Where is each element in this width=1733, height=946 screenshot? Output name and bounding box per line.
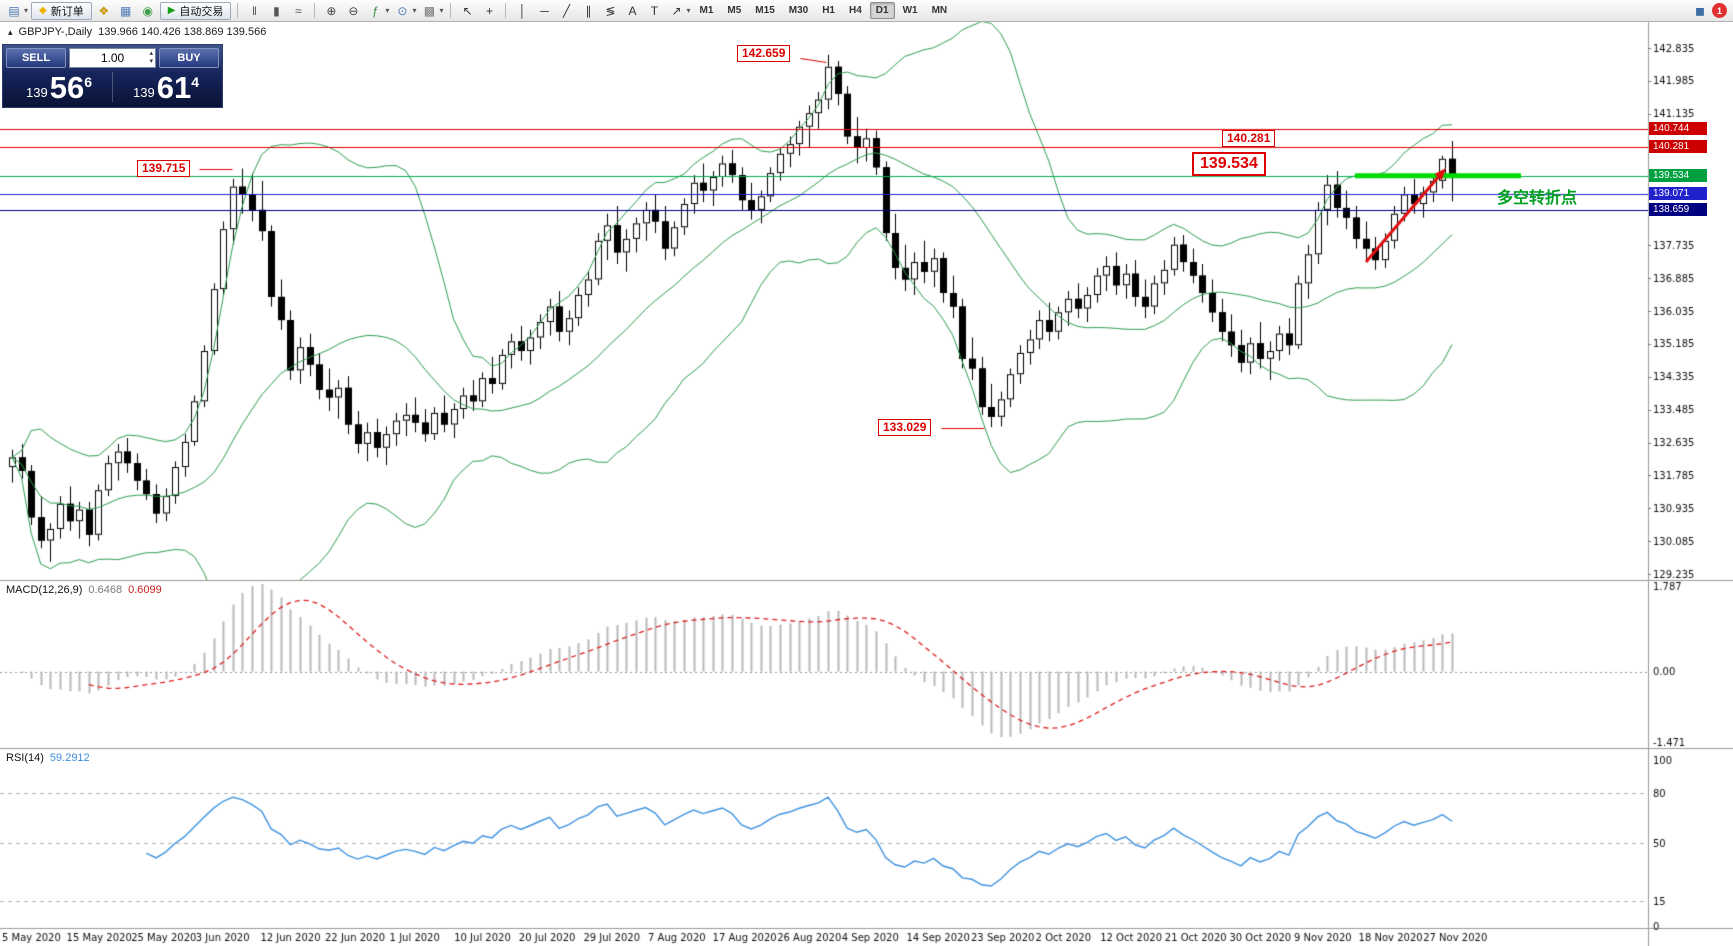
indicators-icon[interactable]: ƒ: [372, 3, 379, 18]
candlestick-type-icon[interactable]: ▮: [273, 3, 280, 18]
price-annotation[interactable]: 140.281: [1222, 130, 1276, 147]
autotrade-icon: ▶: [167, 5, 176, 16]
templates-dropdown-caret[interactable]: ▾: [439, 6, 444, 15]
fibonacci-icon[interactable]: ≶: [605, 3, 616, 18]
turning-point-annotation[interactable]: 多空转折点: [1497, 190, 1578, 207]
price-annotation[interactable]: 139.715: [137, 160, 191, 177]
macd-value-signal: 0.6099: [128, 584, 162, 596]
main-toolbar: ▤ ▾ ◆ 新订单 ❖ ▦ ◉ ▶ 自动交易 ‖ ▮ ≈ ⊕ ⊖ ƒ ▾ ⊙ ▾ ▩ ▾ ↖ + │ ─ ╱ ∥ ≶ A T ↗ ▾ M1 M5…: [0, 0, 1733, 22]
sell-price-pips: 56: [49, 70, 85, 105]
timeframe-mn[interactable]: MN: [931, 5, 948, 16]
sell-price-prefix: 139: [26, 85, 48, 100]
price-annotation[interactable]: 139.534: [1192, 152, 1266, 176]
mobile-app-icon[interactable]: ◼: [1695, 3, 1705, 18]
buy-price-point: 4: [191, 74, 199, 90]
buy-button[interactable]: BUY: [159, 48, 219, 68]
toolbar-separator-3: [450, 3, 452, 18]
timeframe-m15[interactable]: M15: [755, 5, 775, 16]
trade-panel-collapse-icon[interactable]: ▴: [8, 26, 13, 37]
buy-price-prefix: 139: [133, 85, 155, 100]
toolbar-separator-4: [505, 3, 507, 18]
zoom-out-icon[interactable]: ⊖: [348, 3, 359, 18]
volume-up-icon[interactable]: ▴: [149, 50, 153, 57]
rsi-indicator-name: RSI(14): [6, 752, 44, 764]
volume-value[interactable]: 1.00: [100, 51, 125, 65]
trendline-icon[interactable]: ╱: [562, 3, 571, 18]
autotrade-button[interactable]: ▶ 自动交易: [159, 1, 232, 20]
price-divider: [112, 72, 113, 102]
one-click-trading-panel: SELL 1.00 ▴ ▾ BUY 139 56 6 139 61 4: [2, 44, 223, 108]
macd-pane-label: MACD(12,26,9) 0.6468 0.6099: [6, 584, 162, 596]
text-label-icon[interactable]: T: [650, 3, 659, 18]
timeframe-h1[interactable]: H1: [822, 5, 835, 16]
sell-button[interactable]: SELL: [6, 48, 66, 68]
crosshair-icon[interactable]: +: [485, 3, 493, 18]
new-order-icon: ◆: [39, 5, 47, 16]
toolbar-separator-2: [314, 3, 316, 18]
indicators-dropdown-caret[interactable]: ▾: [385, 6, 390, 15]
rsi-value: 59.2912: [49, 752, 90, 764]
sell-price-display[interactable]: 139 56 6: [6, 70, 112, 104]
hline-price-tag: 139.071: [1649, 187, 1707, 201]
periods-dropdown-caret[interactable]: ▾: [412, 6, 417, 15]
toolbar-separator-1: [237, 3, 239, 18]
buy-price-pips: 61: [156, 70, 192, 105]
timeframe-m30[interactable]: M30: [788, 5, 809, 16]
macd-indicator-name: MACD(12,26,9): [6, 584, 83, 596]
hline-price-tag: 140.744: [1649, 122, 1707, 136]
ohlc-values: 139.966 140.426 138.869 139.566: [98, 26, 267, 38]
sell-price-point: 6: [84, 74, 92, 90]
vertical-line-icon[interactable]: │: [518, 3, 527, 18]
notification-badge[interactable]: 1: [1712, 3, 1727, 18]
new-chart-icon[interactable]: ▤: [8, 3, 20, 18]
chart-title: ▴ GBPJPY-,Daily 139.966 140.426 138.869 …: [8, 26, 266, 38]
timeframe-d1[interactable]: D1: [869, 2, 895, 19]
new-order-button-label: 新订单: [50, 5, 84, 18]
text-icon[interactable]: A: [628, 3, 637, 18]
autotrade-button-label: 自动交易: [179, 5, 224, 18]
volume-down-icon[interactable]: ▾: [149, 58, 153, 65]
timeframe-m1[interactable]: M1: [699, 5, 714, 16]
line-chart-type-icon[interactable]: ≈: [295, 3, 302, 18]
periods-icon[interactable]: ⊙: [397, 3, 408, 18]
volume-input[interactable]: 1.00 ▴ ▾: [69, 48, 156, 68]
hline-price-tag: 138.659: [1649, 203, 1707, 216]
volume-stepper[interactable]: ▴ ▾: [149, 50, 153, 66]
hline-price-tag: 139.534: [1649, 169, 1707, 183]
channel-icon[interactable]: ∥: [585, 3, 592, 18]
data-window-icon[interactable]: ▦: [120, 3, 132, 18]
zoom-in-icon[interactable]: ⊕: [326, 3, 337, 18]
arrows-icon[interactable]: ↗: [671, 3, 682, 18]
macd-value-main: 0.6468: [88, 584, 123, 596]
new-order-button[interactable]: ◆ 新订单: [31, 1, 92, 20]
symbol-period-label: GBPJPY-,Daily: [18, 26, 93, 38]
price-annotation[interactable]: 133.029: [878, 419, 932, 436]
arrows-dropdown-caret[interactable]: ▾: [686, 6, 691, 15]
navigator-icon[interactable]: ◉: [142, 3, 153, 18]
new-chart-dropdown-caret[interactable]: ▾: [24, 6, 29, 15]
templates-icon[interactable]: ▩: [423, 3, 436, 18]
timeframe-m5[interactable]: M5: [727, 5, 742, 16]
hline-price-tag: 140.281: [1649, 140, 1707, 154]
buy-price-display[interactable]: 139 61 4: [113, 70, 219, 104]
horizontal-line-icon[interactable]: ─: [540, 3, 549, 18]
timeframe-w1[interactable]: W1: [902, 5, 918, 16]
market-watch-icon[interactable]: ❖: [98, 3, 110, 18]
cursor-icon[interactable]: ↖: [462, 3, 473, 18]
bar-chart-type-icon[interactable]: ‖: [251, 3, 257, 18]
price-annotation[interactable]: 142.659: [737, 45, 791, 62]
rsi-pane-label: RSI(14) 59.2912: [6, 752, 90, 764]
timeframe-h4[interactable]: H4: [849, 5, 862, 16]
